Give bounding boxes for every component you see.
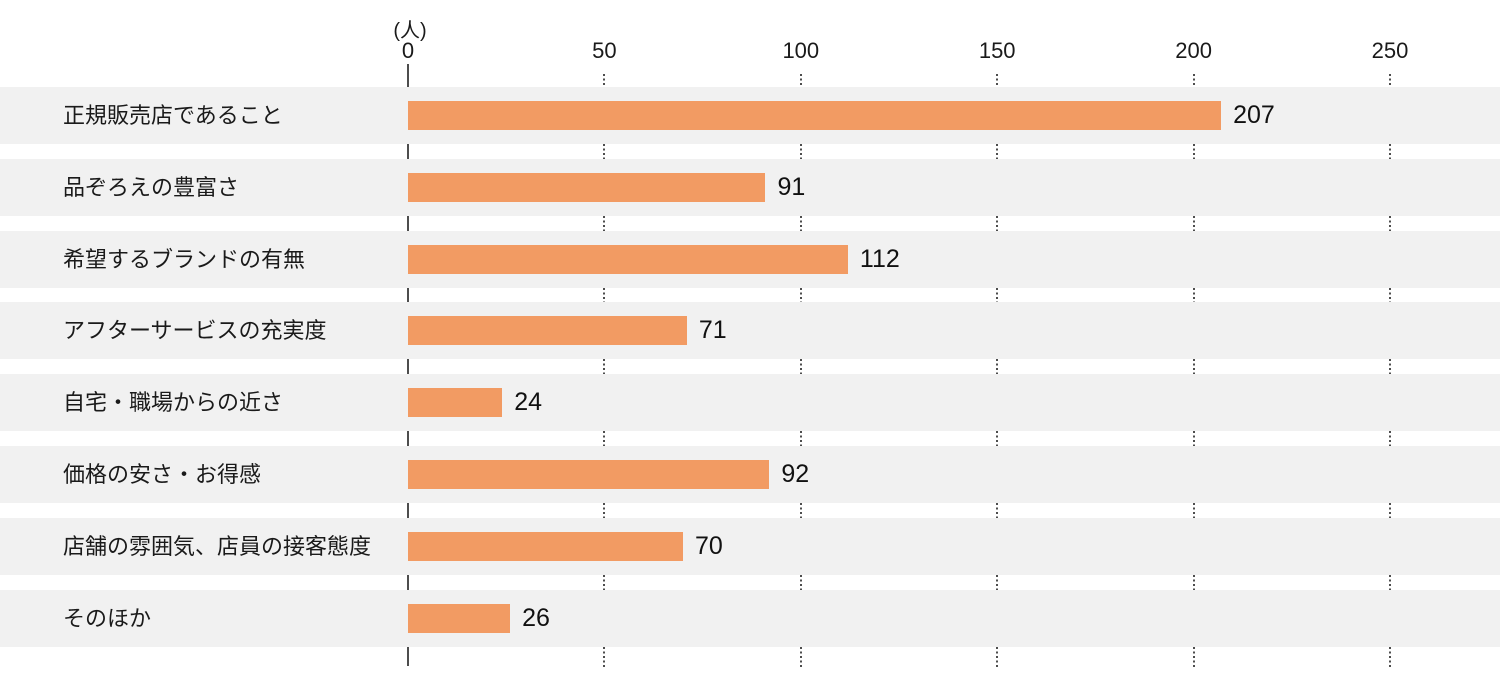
bar — [408, 316, 687, 346]
dotted-gridline-segment — [603, 431, 606, 446]
value-label: 91 — [777, 172, 806, 201]
dotted-gridline-segment — [1192, 431, 1195, 446]
category-label: 店舗の雰囲気、店員の接客態度 — [63, 533, 372, 559]
dotted-gridline-segment — [996, 431, 999, 446]
x-axis-tick-label: 50 — [592, 38, 617, 63]
category-label: 正規販売店であること — [63, 103, 283, 128]
bar — [408, 244, 848, 274]
dotted-gridline-segment — [996, 646, 999, 667]
bar — [408, 388, 503, 418]
dotted-gridline-segment — [1389, 503, 1391, 518]
row-stripe: 価格の安さ・お得感 92 — [0, 446, 1500, 503]
dotted-gridline-segment — [799, 144, 802, 159]
row-stripe: 自宅・職場からの近さ 24 — [0, 374, 1500, 432]
dotted-gridline-segment — [1389, 574, 1391, 590]
dotted-gridline-segment — [603, 287, 606, 303]
category-label: 品ぞろえの豊富さ — [63, 174, 240, 200]
x-axis-tick-label: 0 — [401, 38, 415, 63]
dotted-gridline-segment — [799, 503, 802, 518]
dotted-gridline-segment — [1389, 431, 1391, 446]
dotted-gridline-segment — [1192, 287, 1195, 303]
row-stripe: アフターサービスの充実度 71 — [0, 302, 1500, 360]
x-axis-tick-label: 200 — [1175, 38, 1212, 63]
dotted-gridline-segment — [603, 574, 606, 590]
dotted-gridline-segment — [603, 359, 606, 375]
dotted-gridline-segment — [603, 646, 606, 667]
dotted-gridline-segment — [996, 574, 999, 590]
value-label: 92 — [781, 460, 810, 488]
value-label: 26 — [522, 603, 550, 632]
dotted-gridline-segment — [1192, 359, 1195, 375]
row-stripe: 正規販売店であること 207 — [0, 87, 1500, 144]
bar — [408, 460, 770, 489]
dotted-gridline-segment — [1389, 646, 1391, 667]
y-axis-line — [407, 64, 409, 666]
category-label: そのほか — [63, 605, 152, 631]
dotted-gridline-segment — [799, 359, 802, 375]
value-label: 71 — [698, 316, 727, 345]
dotted-gridline-segment — [1389, 74, 1391, 87]
dotted-gridline-segment — [1192, 646, 1195, 667]
dotted-gridline-segment — [799, 574, 802, 590]
category-label: 価格の安さ・お得感 — [63, 462, 262, 487]
dotted-gridline-segment — [603, 503, 606, 518]
dotted-gridline-segment — [996, 144, 999, 159]
bar — [408, 603, 511, 633]
dotted-gridline-segment — [1389, 215, 1391, 231]
dotted-gridline-segment — [799, 74, 802, 87]
dotted-gridline-segment — [799, 646, 802, 667]
dotted-gridline-segment — [603, 215, 606, 231]
x-axis-tick-label: 150 — [978, 38, 1016, 63]
dotted-gridline-segment — [1192, 74, 1195, 87]
dotted-gridline-segment — [996, 215, 999, 231]
dotted-gridline-segment — [996, 74, 999, 87]
row-stripe: 品ぞろえの豊富さ 91 — [0, 158, 1500, 216]
row-stripe: 店舗の雰囲気、店員の接客態度 70 — [0, 517, 1500, 575]
dotted-gridline-segment — [1389, 359, 1391, 375]
bar — [408, 172, 766, 202]
category-label: 希望するブランドの有無 — [63, 246, 306, 272]
dotted-gridline-segment — [799, 431, 802, 446]
dotted-gridline-segment — [603, 144, 606, 159]
dotted-gridline-segment — [1192, 574, 1195, 590]
dotted-gridline-segment — [799, 287, 802, 303]
value-label: 207 — [1233, 101, 1275, 129]
x-axis-tick-label: 250 — [1371, 38, 1409, 63]
bar — [408, 531, 683, 561]
dotted-gridline-segment — [996, 359, 999, 375]
value-label: 70 — [694, 531, 723, 560]
x-axis-tick-label: 100 — [782, 38, 820, 63]
axis-unit-label: (人) — [393, 20, 427, 42]
dotted-gridline-segment — [996, 503, 999, 518]
value-label: 112 — [859, 244, 900, 273]
dotted-gridline-segment — [799, 215, 802, 231]
dotted-gridline-segment — [603, 74, 606, 87]
category-label: アフターサービスの充実度 — [63, 318, 327, 344]
category-label: 自宅・職場からの近さ — [63, 390, 284, 416]
dotted-gridline-segment — [1192, 144, 1195, 159]
dotted-gridline-segment — [1192, 503, 1195, 518]
dotted-gridline-segment — [1389, 144, 1391, 159]
dotted-gridline-segment — [1389, 287, 1391, 303]
bar — [408, 101, 1222, 130]
dotted-gridline-segment — [996, 287, 999, 303]
row-stripe: そのほか 26 — [0, 589, 1500, 647]
row-stripe: 希望するブランドの有無 112 — [0, 230, 1500, 288]
dotted-gridline-segment — [1192, 215, 1195, 231]
value-label: 24 — [514, 388, 543, 417]
